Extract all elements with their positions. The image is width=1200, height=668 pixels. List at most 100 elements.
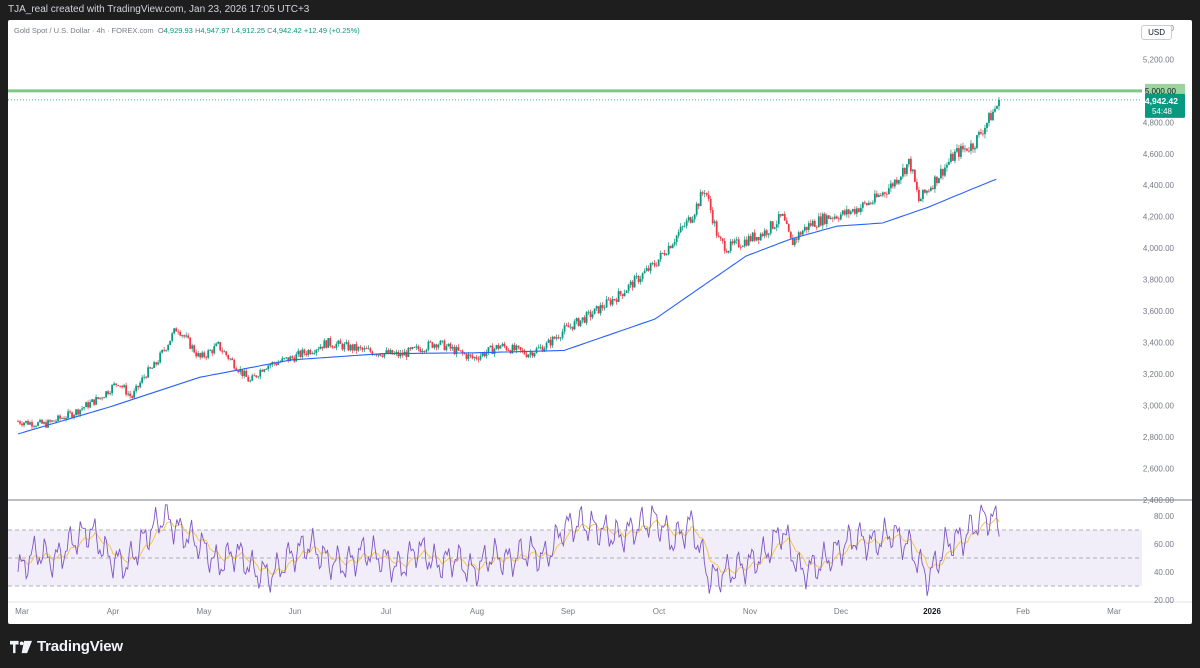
candle-body [495,345,498,349]
candle-body [687,217,690,221]
candle-body [651,263,654,264]
candle-body [853,209,856,214]
candle-body [889,183,892,189]
candle-body [825,215,828,224]
chart-panel[interactable]: 5,400.005,200.004,800.004,600.004,400.00… [8,20,1192,624]
candle-body [922,189,924,199]
candle-body [769,221,772,234]
candle-body [351,344,354,351]
candle-body [25,420,27,423]
candle-body [71,412,73,418]
candle-body [477,358,480,360]
candle-body [337,340,340,344]
candle-body [359,346,362,348]
price-tick-label: 3,000.00 [1143,402,1175,411]
candle-body [765,230,768,235]
candle-body [986,122,988,128]
candle-body [151,368,154,369]
candle-body [83,407,85,409]
candle-body [177,331,180,333]
candle-body [91,399,93,403]
candle-body [469,354,472,356]
candle-body [777,214,780,225]
candle-body [441,340,444,342]
candle-body [443,340,446,351]
level-label: 5,000.00 [1145,87,1177,96]
candle-body [603,307,606,309]
candle-body [549,339,552,346]
candle-body [331,345,334,348]
candle-body [877,195,880,197]
candle-body [938,178,940,184]
candle-body [693,214,696,220]
candle-body [515,345,518,351]
candle-body [753,232,756,241]
candle-body [423,351,426,352]
candle-body [555,337,558,339]
candle-body [709,198,712,211]
candle-body [819,216,822,226]
time-tick-label: Apr [107,607,120,616]
candle-body [607,299,610,301]
open-value: 4,929.93 [163,26,193,35]
time-tick-label: Feb [1016,607,1030,616]
candle-body [932,187,934,189]
candle-body [445,346,448,351]
candle-body [683,225,686,227]
candle-body [673,242,676,245]
candle-body [483,352,486,357]
candle-body [197,353,200,357]
candle-body [743,239,746,247]
candle-body [803,226,806,231]
price-chart[interactable]: 5,400.005,200.004,800.004,600.004,400.00… [8,20,1192,624]
candle-body [255,375,258,378]
candle-body [417,346,420,350]
candle-body [519,347,522,350]
candle-body [885,193,888,195]
candle-body [663,253,666,256]
candle-body [773,227,776,229]
candle-body [930,187,932,191]
candle-body [952,153,954,161]
candle-body [697,203,700,207]
candle-body [843,210,846,215]
candle-body [633,276,636,288]
open-label: O [157,26,164,35]
candle-body [69,411,71,413]
candle-body [165,350,168,351]
candle-body [23,422,25,426]
candle-body [333,347,336,349]
candle-body [583,317,586,323]
candle-body [657,259,660,266]
candle-body [639,278,642,282]
rsi-tick-label: 20.00 [1154,596,1175,605]
candle-body [473,357,476,359]
candle-body [575,318,578,322]
currency-button[interactable]: USD [1141,25,1172,40]
candle-body [998,99,1000,107]
price-label: 4,942.42 [1145,96,1178,106]
candle-body [283,358,286,359]
candle-body [845,209,848,215]
candle-body [121,386,124,388]
candle-body [107,391,109,395]
candle-body [857,208,860,213]
candle-body [875,193,878,197]
tradingview-brand[interactable]: TradingView [10,638,123,655]
candle-body [221,350,224,352]
candle-body [887,188,890,195]
price-tick-label: 2,800.00 [1143,433,1175,442]
candle-body [129,393,132,397]
candle-body [972,143,974,150]
candle-body [233,360,236,369]
candle-body [311,353,314,354]
rsi-line [17,504,1000,596]
symbol-info: Gold Spot / U.S. Dollar · 4h · FOREX.com… [14,26,360,35]
price-tick-label: 4,600.00 [1143,150,1175,159]
candle-body [309,350,312,354]
candle-body [123,385,126,388]
candle-body [213,346,216,354]
candle-body [767,233,770,235]
candle-body [543,348,546,352]
candle-body [135,385,138,392]
